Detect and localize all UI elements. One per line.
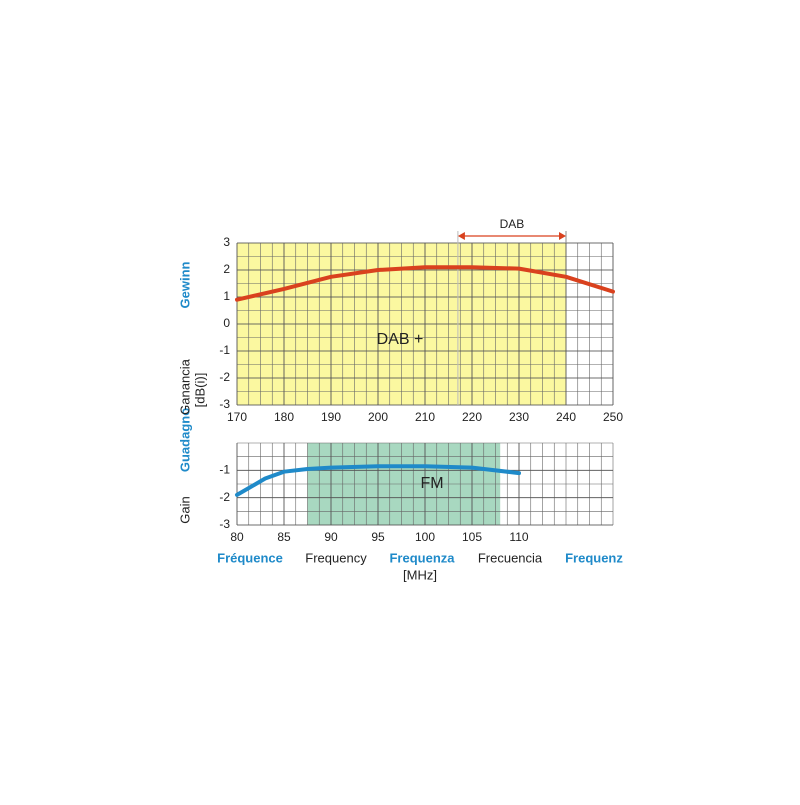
y-tick-label: 2 (223, 262, 230, 276)
x-tick-label: 180 (274, 410, 294, 424)
y-tick-label: -1 (219, 343, 230, 357)
x-tick-label: 240 (556, 410, 576, 424)
y-tick-label: 3 (223, 235, 230, 249)
x-tick-label: 110 (509, 530, 528, 544)
x-tick-label: 190 (321, 410, 341, 424)
x-tick-label: 250 (603, 410, 623, 424)
range-label: DAB (500, 217, 525, 231)
x-tick-label: 80 (230, 530, 244, 544)
annotation: DAB + (377, 331, 424, 348)
x-tick-label: 95 (371, 530, 385, 544)
x-tick-label: 210 (415, 410, 435, 424)
line (235, 265, 615, 302)
y-tick-label: -2 (219, 490, 230, 504)
x-axis-label: Frequency (305, 550, 367, 565)
x-axis-label: Frequenz (565, 550, 623, 565)
x-tick-label: 200 (368, 410, 388, 424)
y-axis-label: Guadagno (177, 408, 192, 472)
y-axis-label: Gewinn (177, 261, 192, 308)
y-tick-label: -3 (219, 517, 230, 531)
x-tick-label: 100 (415, 530, 435, 544)
line (235, 464, 521, 497)
x-tick-label: 230 (509, 410, 529, 424)
x-tick-label: 170 (227, 410, 247, 424)
y-tick-label: 0 (223, 316, 230, 330)
x-tick-label: 105 (462, 530, 482, 544)
y-tick-label: -1 (219, 463, 230, 477)
y-axis-label: Gain (177, 496, 192, 523)
x-axis-label: Fréquence (217, 550, 283, 565)
y-tick-label: -3 (219, 397, 230, 411)
x-tick-label: 90 (324, 530, 338, 544)
annotation: FM (420, 475, 443, 492)
x-axis-label: [MHz] (403, 567, 437, 582)
x-tick-label: 220 (462, 410, 482, 424)
y-tick-label: 1 (223, 289, 230, 303)
y-axis-label: Ganancia (177, 358, 192, 414)
x-axis-label: Frequenza (389, 550, 455, 565)
x-tick-label: 85 (277, 530, 291, 544)
y-axis-label: [dB(i)] (192, 373, 207, 408)
y-tick-label: -2 (219, 370, 230, 384)
x-axis-label: Frecuencia (478, 550, 543, 565)
